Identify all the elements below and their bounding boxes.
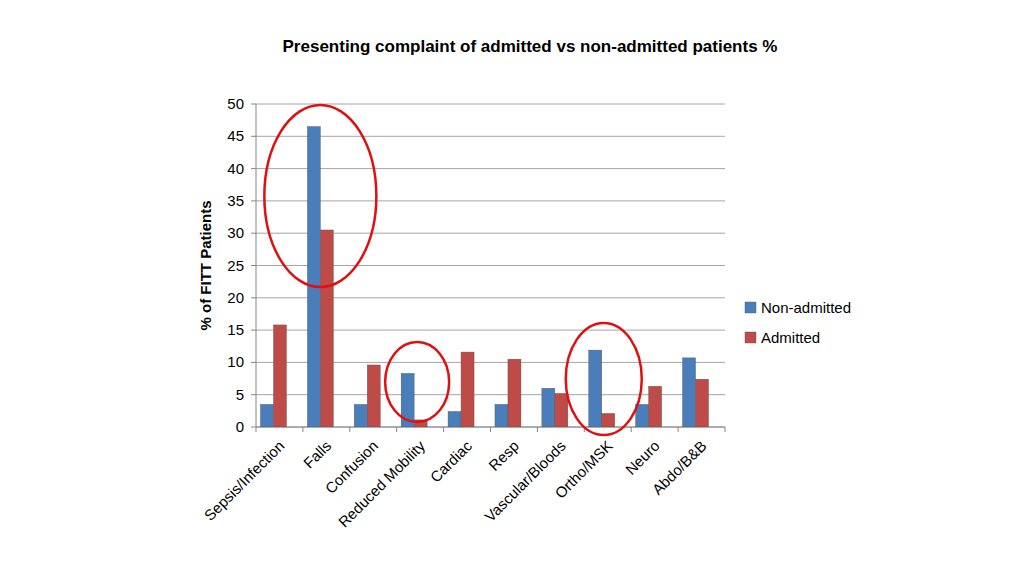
tick-mark xyxy=(251,104,256,105)
tick-label: 50 xyxy=(227,95,244,112)
x-tick xyxy=(302,427,303,432)
tick-label: 30 xyxy=(227,224,244,241)
x-tick xyxy=(725,427,726,432)
category-label: Reduced Mobility xyxy=(335,437,429,531)
bar xyxy=(508,359,521,427)
bar xyxy=(354,404,367,427)
bar xyxy=(542,388,555,427)
tick-mark xyxy=(251,330,256,331)
bar xyxy=(555,393,568,427)
grid-line xyxy=(256,168,725,169)
bar xyxy=(683,358,696,427)
tick-label: 35 xyxy=(227,192,244,209)
highlight-ellipse xyxy=(385,342,449,422)
tick-mark xyxy=(251,168,256,169)
bar xyxy=(495,404,508,427)
bar xyxy=(602,413,615,427)
category-label: Abdo/B&B xyxy=(649,437,710,498)
category-label: Vascular/Bloods xyxy=(481,437,569,525)
chart: 0 5 10 15 20 25 30 35 40 45 50 Sepsis/Infection Fall… xyxy=(0,0,1024,576)
tick-label: 15 xyxy=(227,321,244,338)
category-label: Cardiac xyxy=(427,437,476,486)
category-label: Ortho/MSK xyxy=(551,437,615,501)
legend-label: Admitted xyxy=(761,329,820,346)
category-label: Resp xyxy=(485,437,522,474)
bar xyxy=(696,379,709,427)
bar xyxy=(273,325,286,427)
tick-mark xyxy=(251,265,256,266)
x-tick xyxy=(396,427,397,432)
tick-mark xyxy=(251,362,256,363)
bar xyxy=(260,404,273,427)
x-tick xyxy=(678,427,679,432)
y-axis xyxy=(256,104,257,427)
tick-label: 10 xyxy=(227,353,244,370)
tick-mark xyxy=(251,200,256,201)
legend-swatch xyxy=(745,302,756,313)
x-tick xyxy=(490,427,491,432)
tick-mark xyxy=(251,297,256,298)
title-line: Presenting complaint of admitted vs non-… xyxy=(283,37,778,56)
legend-swatch xyxy=(745,332,756,343)
tick-mark xyxy=(251,394,256,395)
category-label: Sepsis/Infection xyxy=(201,437,288,524)
highlight-ellipse xyxy=(264,105,376,287)
bar xyxy=(589,350,602,427)
tick-label: 20 xyxy=(227,289,244,306)
bar xyxy=(649,386,662,427)
y-axis-label: % of FITT Patients xyxy=(197,200,214,330)
bar xyxy=(320,230,333,427)
x-tick xyxy=(537,427,538,432)
highlight-ellipse xyxy=(566,323,642,435)
legend-label: Non-admitted xyxy=(761,299,851,316)
x-tick xyxy=(256,427,257,432)
tick-mark xyxy=(251,136,256,137)
x-tick xyxy=(443,427,444,432)
tick-mark xyxy=(251,427,256,428)
tick-mark xyxy=(251,233,256,234)
tick-label: 5 xyxy=(236,386,244,403)
grid-line xyxy=(256,200,725,201)
tick-label: 40 xyxy=(227,160,244,177)
bar xyxy=(307,127,320,427)
grid-line xyxy=(256,136,725,137)
bar xyxy=(448,411,461,427)
category-label: Falls xyxy=(300,437,334,471)
x-tick xyxy=(349,427,350,432)
tick-label: 0 xyxy=(236,418,244,435)
bar xyxy=(367,365,380,427)
x-tick xyxy=(631,427,632,432)
bar xyxy=(461,352,474,427)
title: Presenting complaint of admitted vs non-… xyxy=(283,37,778,56)
tick-label: 45 xyxy=(227,127,244,144)
category-label: Neuro xyxy=(622,437,663,478)
tick-label: 25 xyxy=(227,257,244,274)
